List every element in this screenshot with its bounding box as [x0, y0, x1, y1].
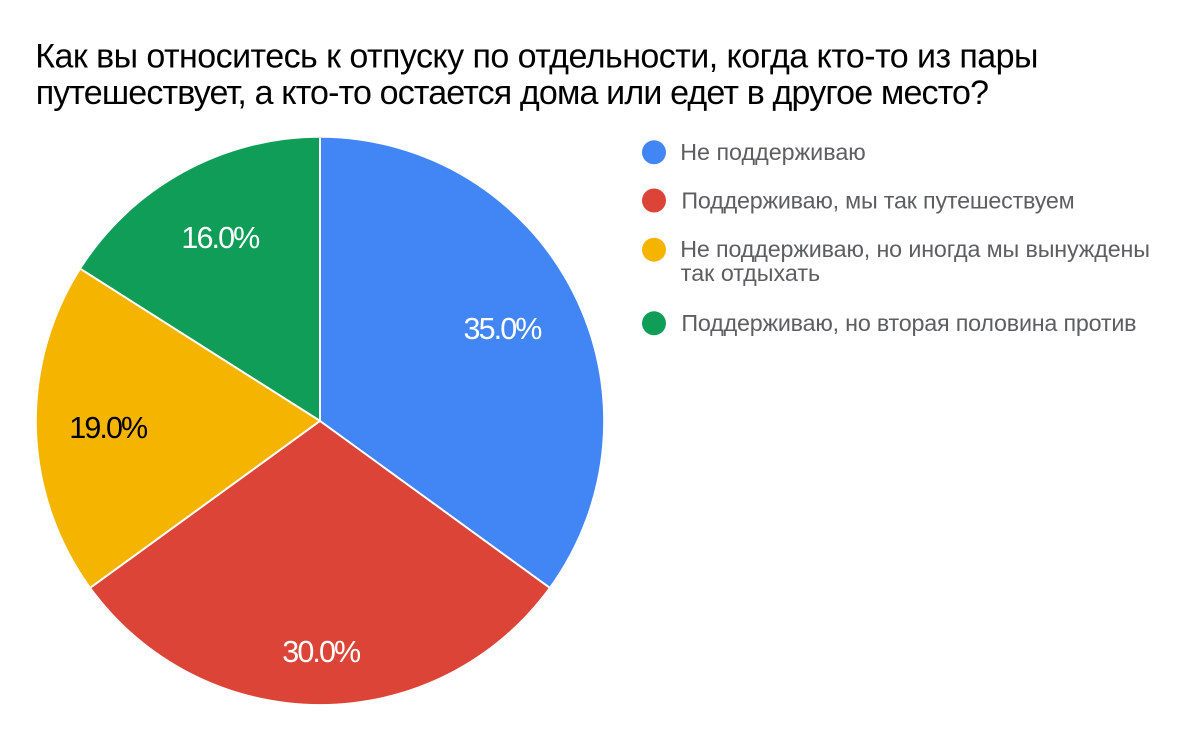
svg-text:путешествует, а кто-то остаетс: путешествует, а кто-то остается дома или… [36, 74, 989, 112]
svg-text:16.0%: 16.0% [181, 221, 260, 255]
svg-text:так отдыхать: так отдыхать [681, 260, 820, 286]
svg-text:35.0%: 35.0% [464, 312, 543, 346]
svg-text:Как вы относитесь к отпуску по: Как вы относитесь к отпуску по отдельнос… [35, 37, 1038, 75]
svg-text:30.0%: 30.0% [282, 635, 361, 669]
svg-text:Поддерживаю, мы так путешеству: Поддерживаю, мы так путешествуем [681, 187, 1074, 213]
svg-text:19.0%: 19.0% [69, 411, 148, 445]
svg-text:Не поддерживаю, но иногда мы в: Не поддерживаю, но иногда мы вынуждены [680, 236, 1150, 262]
svg-text:Поддерживаю, но вторая половин: Поддерживаю, но вторая половина против [681, 310, 1136, 336]
svg-text:Не поддерживаю: Не поддерживаю [680, 139, 866, 165]
